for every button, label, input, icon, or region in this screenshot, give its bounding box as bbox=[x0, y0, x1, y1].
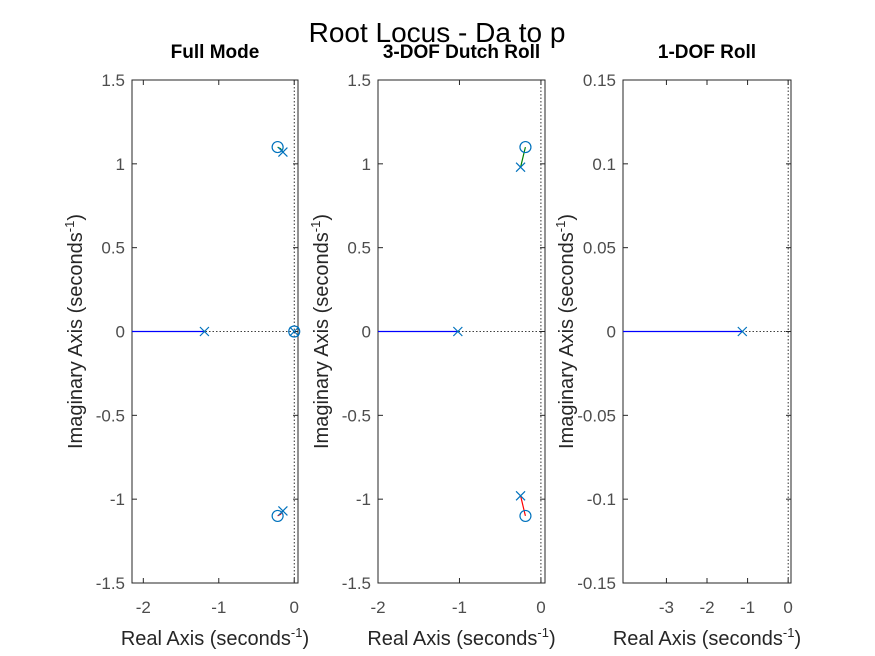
pole-marker bbox=[199, 326, 210, 337]
x-tick-label: -3 bbox=[659, 598, 674, 617]
y-tick-label: -0.15 bbox=[577, 574, 616, 593]
x-axis-label-text: Real Axis (seconds bbox=[121, 628, 291, 650]
y-axis-label-exponent: -1 bbox=[553, 221, 568, 233]
y-axis-label-text: Imaginary Axis (seconds bbox=[311, 232, 333, 449]
figure-title: Root Locus - Da to p bbox=[309, 17, 566, 48]
x-axis-label-close: ) bbox=[302, 628, 309, 650]
y-axis-label-exponent: -1 bbox=[308, 221, 323, 233]
x-axis-label-exponent: -1 bbox=[537, 625, 549, 640]
pole-marker bbox=[289, 326, 300, 337]
zero-marker bbox=[519, 509, 532, 523]
y-tick-label: 1.5 bbox=[347, 71, 371, 90]
y-tick-label: -0.5 bbox=[96, 406, 125, 425]
subplot-1: -1.5 -1 -0.5 0 0.5 1 1.5 -2 -1 0 Full Mode Real Axi… bbox=[62, 42, 309, 650]
y-axis-label-exponent: -1 bbox=[62, 221, 77, 233]
pole-marker bbox=[277, 505, 288, 516]
y-tick-label: 0 bbox=[116, 323, 125, 342]
zero-marker bbox=[271, 509, 284, 523]
x-tick-label: 0 bbox=[783, 598, 792, 617]
x-axis-label-close: ) bbox=[549, 628, 556, 650]
y-tick-label: 0.15 bbox=[583, 71, 616, 90]
x-axis-label-exponent: -1 bbox=[783, 625, 795, 640]
y-tick-label: -0.1 bbox=[587, 490, 616, 509]
y-tick-label: -0.5 bbox=[342, 406, 371, 425]
y-axis-label: Imaginary Axis (seconds-1) bbox=[308, 214, 333, 449]
zero-marker bbox=[519, 140, 532, 154]
zero-marker bbox=[271, 140, 284, 154]
x-axis-label: Real Axis (seconds-1) bbox=[121, 625, 309, 650]
y-axis-label-text: Imaginary Axis (seconds bbox=[65, 232, 87, 449]
y-tick-label: -0.05 bbox=[577, 406, 616, 425]
x-tick-label: -2 bbox=[136, 598, 151, 617]
x-axis-label: Real Axis (seconds-1) bbox=[367, 625, 555, 650]
y-tick-label: -1.5 bbox=[342, 574, 371, 593]
locus-branch bbox=[520, 495, 526, 517]
x-axis-label-close: ) bbox=[794, 628, 801, 650]
y-axis-label: Imaginary Axis (seconds-1) bbox=[553, 214, 578, 449]
locus-branch bbox=[520, 146, 526, 168]
y-tick-label: 0.1 bbox=[592, 155, 616, 174]
y-tick-label: -1.5 bbox=[96, 574, 125, 593]
x-axis-label-text: Real Axis (seconds bbox=[367, 628, 537, 650]
y-tick-label: 1 bbox=[362, 155, 371, 174]
subplot-title: 1-DOF Roll bbox=[658, 42, 756, 63]
subplot-3: -0.15 -0.1 -0.05 0 0.05 0.1 0.15 -3 -2 -1 0 1-DOF R… bbox=[553, 42, 801, 650]
pole-marker bbox=[515, 162, 526, 173]
y-axis-label-text: Imaginary Axis (seconds bbox=[556, 232, 578, 449]
x-axis-label-text: Real Axis (seconds bbox=[613, 628, 783, 650]
x-tick-label: -1 bbox=[452, 598, 467, 617]
y-axis-label-close: ) bbox=[311, 214, 333, 221]
y-tick-label: 0.05 bbox=[583, 239, 616, 258]
x-tick-label: 0 bbox=[536, 598, 545, 617]
y-tick-label: 0 bbox=[607, 323, 616, 342]
x-axis-label: Real Axis (seconds-1) bbox=[613, 625, 801, 650]
y-tick-label: -1 bbox=[356, 490, 371, 509]
y-tick-label: 0 bbox=[362, 323, 371, 342]
x-axis-label-exponent: -1 bbox=[291, 625, 303, 640]
x-tick-label: -1 bbox=[740, 598, 755, 617]
y-tick-label: 1.5 bbox=[101, 71, 125, 90]
y-axis-label-close: ) bbox=[65, 214, 87, 221]
y-tick-label: 1 bbox=[116, 155, 125, 174]
y-axis-label-close: ) bbox=[556, 214, 578, 221]
x-tick-label: -2 bbox=[370, 598, 385, 617]
pole-marker bbox=[515, 490, 526, 501]
subplot-2: -1.5 -1 -0.5 0 0.5 1 1.5 -2 -1 0 3-DOF Dutch Roll R… bbox=[308, 42, 556, 650]
pole-marker bbox=[277, 147, 288, 158]
x-tick-label: 0 bbox=[289, 598, 298, 617]
zero-marker bbox=[288, 325, 301, 338]
y-tick-label: -1 bbox=[110, 490, 125, 509]
subplot-title: 3-DOF Dutch Roll bbox=[383, 42, 540, 63]
y-axis-label: Imaginary Axis (seconds-1) bbox=[62, 214, 87, 449]
y-tick-label: 0.5 bbox=[101, 239, 125, 258]
x-tick-label: -2 bbox=[699, 598, 714, 617]
subplot-title: Full Mode bbox=[171, 42, 260, 63]
y-tick-label: 0.5 bbox=[347, 239, 371, 258]
pole-marker bbox=[452, 326, 463, 337]
x-tick-label: -1 bbox=[211, 598, 226, 617]
pole-marker bbox=[737, 326, 748, 337]
